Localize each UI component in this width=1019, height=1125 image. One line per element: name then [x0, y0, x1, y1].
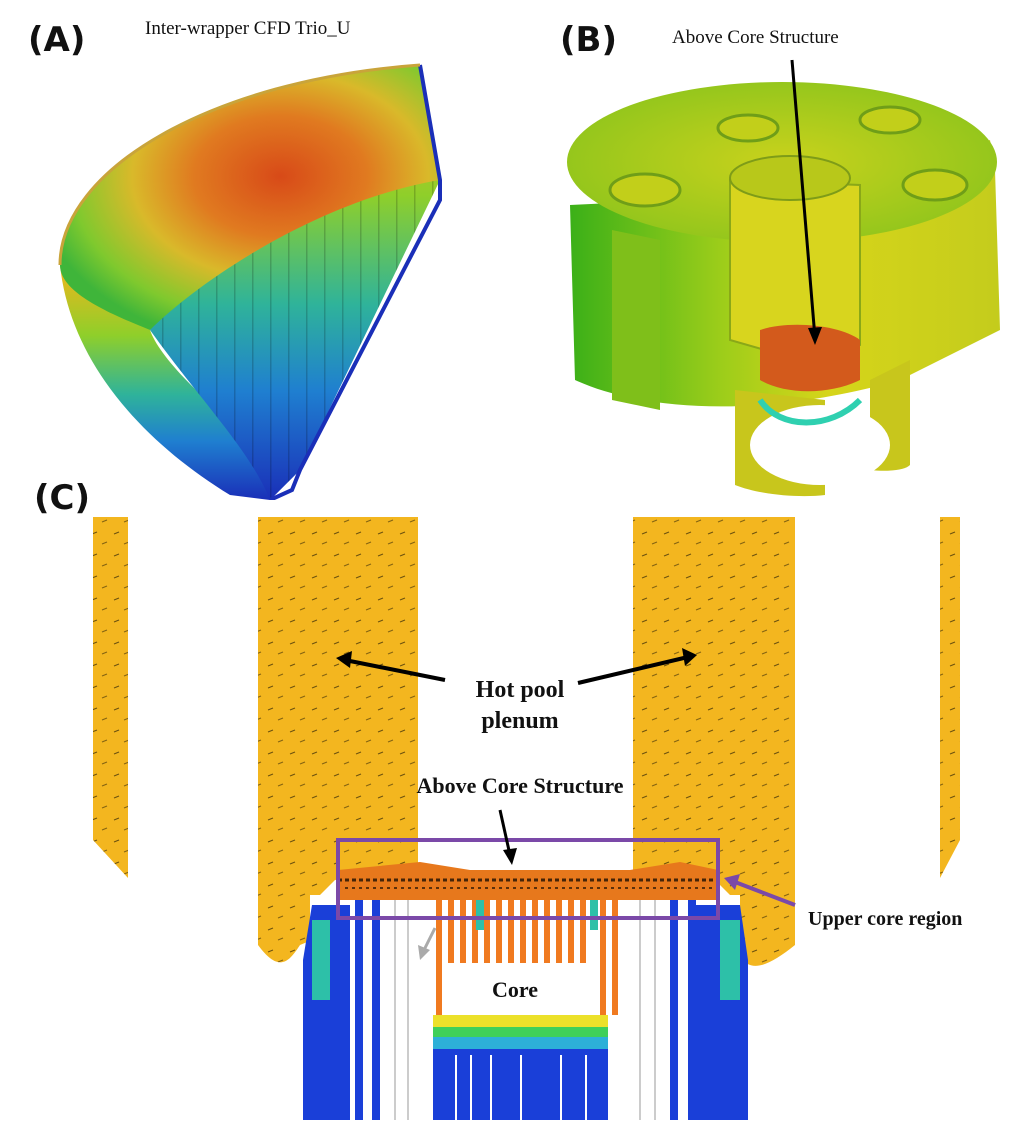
panel-a-title: Inter-wrapper CFD Trio_U — [145, 18, 351, 39]
panel-a-cfd-render — [58, 63, 442, 500]
panel-a-top-face — [60, 65, 440, 330]
core-label-box — [442, 963, 592, 1015]
panel-b-label: (B) — [560, 20, 617, 60]
panel-c-label: (C) — [34, 478, 91, 518]
panel-a-label: (A) — [28, 20, 86, 60]
upper-core-highlight-box — [336, 838, 720, 920]
panel-b-annotation: Above Core Structure — [672, 27, 839, 48]
hot-pool-label-line2: plenum — [481, 708, 558, 734]
panel-b-hot-zone — [760, 324, 860, 392]
upper-core-label: Upper core region — [808, 908, 962, 930]
acs-label: Above Core Structure — [417, 773, 624, 798]
core-label: Core — [492, 977, 538, 1002]
core-hot-pins — [436, 890, 618, 1015]
panel-b-cfd-render — [567, 59, 1000, 497]
panel-b-arrow — [790, 59, 817, 339]
hot-pool-label-line1: Hot pool — [476, 677, 565, 703]
